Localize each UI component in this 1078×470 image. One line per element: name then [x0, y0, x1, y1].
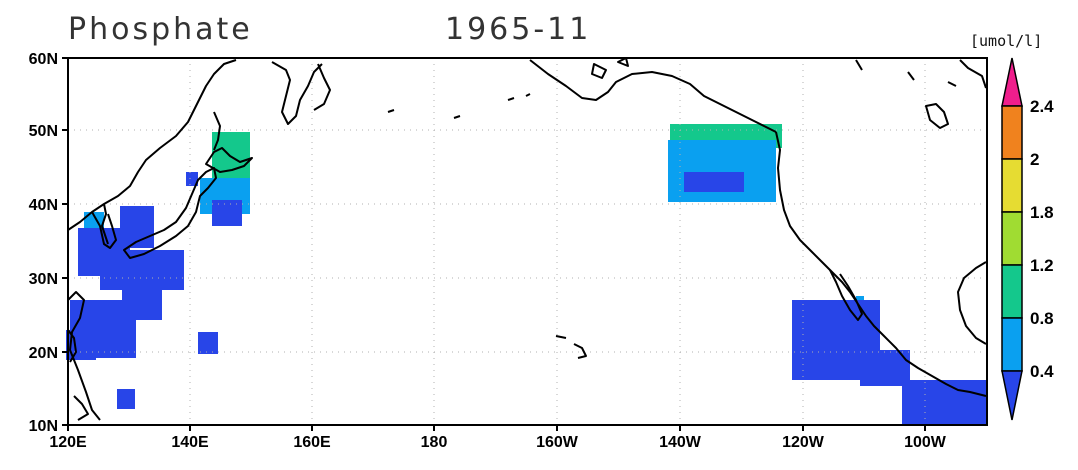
coastline-hawaii — [555, 335, 587, 359]
y-tick-label: 10N — [29, 418, 58, 435]
colorbar-cap-bottom — [1001, 370, 1023, 421]
colorbar-units: [umol/l] — [970, 32, 1043, 50]
x-tick-label: 180 — [421, 434, 448, 451]
x-tick-label: 140W — [659, 434, 702, 451]
colorbar-label: 2 — [1030, 150, 1039, 169]
data-cell-ne-pacific-blue — [684, 172, 744, 192]
colorbar-bin-0.4-0.8 — [1001, 317, 1023, 372]
data-cell-ne-pacific-cyan — [668, 140, 776, 202]
phosphate-data-cells — [66, 124, 988, 424]
coastline-aleutians — [387, 93, 531, 119]
coastline-baja — [829, 269, 863, 321]
colorbar-label: 0.8 — [1030, 309, 1054, 328]
y-tick-label: 50N — [29, 123, 58, 140]
coastline-gulf — [957, 261, 987, 345]
data-cell-isolated-blue-2 — [117, 389, 135, 409]
y-tick-label: 20N — [29, 345, 58, 362]
coastline-kamchatka — [271, 61, 323, 125]
colorbar-bin-2-2.4 — [1001, 105, 1023, 160]
x-tick-label: 160E — [293, 434, 331, 451]
coastline-sakhalin — [213, 111, 221, 151]
coastline-japan — [123, 167, 217, 259]
x-tick-label: 160W — [536, 434, 579, 451]
colorbar-label: 1.8 — [1030, 203, 1054, 222]
map-title-date: 1965-11 — [445, 12, 592, 47]
coastline-kamchatka-2 — [313, 63, 331, 111]
colorbar-cap-top — [1001, 57, 1023, 107]
colorbar-label: 1.2 — [1030, 256, 1054, 275]
x-tick-label: 120E — [49, 434, 87, 451]
data-cell-hokkaido-blue — [212, 200, 242, 226]
map-title-variable: Phosphate — [68, 12, 253, 47]
coastline-alaska — [529, 59, 777, 133]
data-cell-isolated-blue-1 — [198, 332, 218, 354]
coastline-korea — [91, 211, 117, 249]
y-tick-label: 40N — [29, 197, 58, 214]
colorbar-label: 0.4 — [1030, 362, 1054, 381]
coastlines — [67, 57, 987, 421]
colorbar — [1001, 57, 1023, 421]
coastline-borneo — [73, 395, 89, 421]
data-cell-central-america-blue — [902, 380, 988, 424]
data-cell-east-china-blue — [100, 250, 184, 290]
coastline-alaska-islands — [591, 57, 629, 79]
colorbar-label: 2.4 — [1030, 97, 1054, 116]
y-tick-label: 60N — [29, 51, 58, 68]
map-frame — [67, 57, 988, 426]
coastline-canada-east — [855, 59, 987, 129]
coastline-asia — [67, 59, 237, 421]
coastline-hokkaido — [205, 147, 253, 173]
y-tick-label: 30N — [29, 271, 58, 288]
x-tick-label: 140E — [171, 434, 209, 451]
x-tick-label: 120W — [782, 434, 825, 451]
colorbar-bin-0.8-1.2 — [1001, 264, 1023, 319]
colorbar-bin-1.8-2 — [1001, 158, 1023, 213]
colorbar-bin-1.2-1.8 — [1001, 211, 1023, 266]
x-tick-label: 100W — [904, 434, 947, 451]
axis-ticks — [62, 57, 926, 431]
coastline-philippines — [67, 329, 77, 363]
data-cell-japan-sea-blue — [186, 172, 198, 186]
